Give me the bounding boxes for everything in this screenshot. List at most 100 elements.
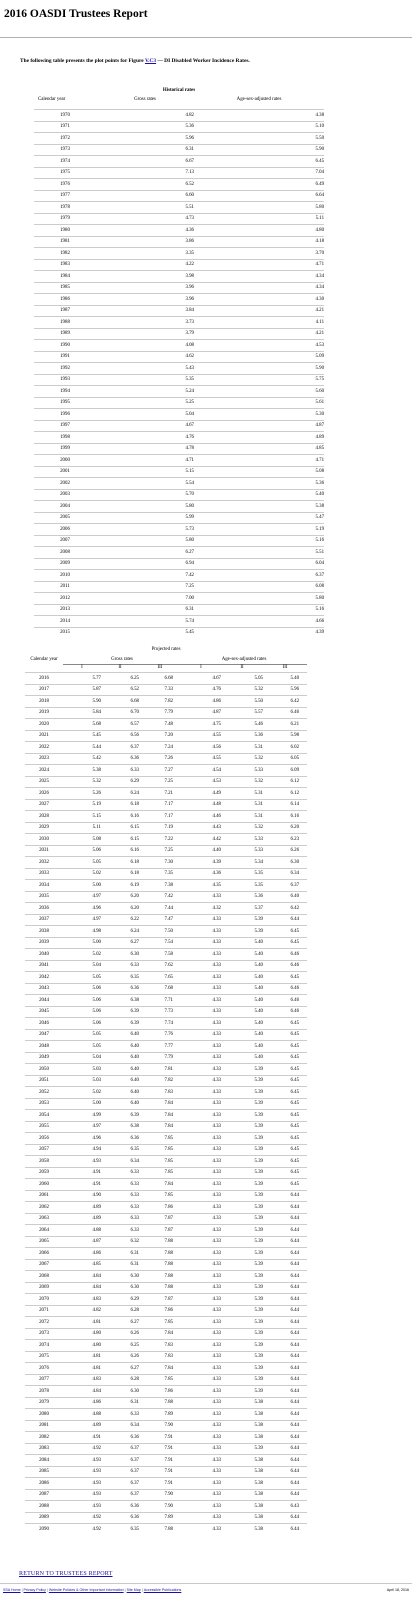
adjusted-i-cell: 4.33 [181,1063,221,1075]
table-row: 2068 4.84 6.30 7.88 4.33 5.39 6.44 [25,1270,308,1282]
year-cell: 2023 [25,752,63,765]
figure-link[interactable]: V.C3 [144,58,157,64]
adjusted-iii-cell: 6.44 [263,1431,308,1443]
adjusted-i-cell: 4.86 [181,695,221,707]
table-row: 1997 4.67 4.87 [34,419,325,432]
adjusted-iii-cell: 6.44 [263,1350,308,1363]
table-row: 1986 3.96 4.30 [34,293,325,305]
table-row: 2076 4.81 6.27 7.84 4.33 5.39 6.44 [25,1362,308,1374]
table-row: 1981 3.86 4.18 [34,235,325,248]
gross-i-cell: 5.05 [63,971,101,983]
footer-link[interactable]: Website Policies & Other Important Infor… [48,1588,124,1592]
year-cell: 2087 [25,1488,63,1501]
adjusted-i-cell: 4.33 [181,1511,221,1524]
table-row: 2045 5.06 6.39 7.73 4.33 5.40 6.46 [25,1005,308,1018]
adjusted-iii-cell: 6.45 [263,1155,308,1167]
adjusted-rate-cell: 5.09 [194,350,325,363]
adjusted-ii-cell: 5.40 [221,971,263,983]
adjusted-ii-cell: 5.40 [221,1005,263,1018]
table-row: 2062 4.89 6.33 7.86 4.33 5.39 6.44 [25,1201,308,1213]
gross-rate-cell: 5.04 [96,408,194,420]
adjusted-iii-cell: 6.44 [263,1465,308,1478]
year-cell: 2065 [25,1235,63,1248]
footer-link[interactable]: SSA Home [3,1588,21,1592]
footer-separator: | [21,1588,23,1592]
table-row: 2072 4.81 6.27 7.85 4.33 5.39 6.44 [25,1316,308,1328]
gross-ii-cell: 6.36 [101,1132,139,1144]
gross-ii-cell: 6.28 [101,1304,139,1317]
footer-link[interactable]: Privacy Policy [23,1588,46,1592]
year-cell: 2025 [25,775,63,788]
adjusted-ii-cell: 5.36 [221,729,263,742]
adjusted-ii-cell: 5.40 [221,936,263,949]
year-cell: 2011 [34,580,96,593]
table-row: 1980 4.36 4.80 [34,224,325,236]
adjusted-ii-cell: 5.39 [221,1063,263,1075]
table-row: 1976 6.52 6.49 [34,178,325,190]
gross-iii-cell: 7.84 [139,1362,181,1374]
year-cell: 2058 [25,1155,63,1167]
table-row: 2021 5.45 6.56 7.20 4.55 5.36 5.98 [25,729,308,742]
year-cell: 2035 [25,890,63,903]
gross-ii-cell: 6.24 [101,925,139,937]
adjusted-i-cell: 4.33 [181,1327,221,1340]
adjusted-iii-cell: 6.44 [263,1477,308,1489]
adjusted-rate-cell: 4.21 [194,304,325,317]
adjusted-i-cell: 4.33 [181,1040,221,1052]
gross-ii-cell: 6.16 [101,844,139,857]
adjusted-iii-cell: 6.45 [263,1143,308,1156]
gross-rate-cell: 7.13 [96,166,194,179]
year-cell: 2089 [25,1511,63,1524]
footer-separator: | [124,1588,126,1592]
gross-iii-cell: 7.89 [139,1511,181,1524]
footer-link[interactable]: Accessible Publications [143,1588,182,1592]
year-cell: 1979 [34,212,96,225]
adjusted-rate-cell: 4.21 [194,327,325,340]
adjusted-i-cell: 4.40 [181,844,221,857]
gross-i-cell: 4.98 [63,925,101,937]
adjusted-ii-cell: 5.38 [221,1408,263,1420]
gross-rate-cell: 4.71 [96,454,194,466]
gross-rate-cell: 5.54 [96,477,194,489]
table-row: 2037 4.97 6.22 7.47 4.33 5.39 6.44 [25,913,308,926]
gross-ii-cell: 6.37 [101,1454,139,1466]
adjusted-rate-cell: 4.87 [194,419,325,432]
gross-i-cell: 5.06 [63,994,101,1006]
gross-ii-cell: 6.33 [101,959,139,972]
gross-i-cell: 5.90 [63,695,101,707]
adjusted-i-cell: 4.33 [181,1270,221,1282]
gross-i-cell: 4.91 [63,1431,101,1443]
bottom-divider [0,1583,412,1584]
table-row: 2061 4.90 6.33 7.85 4.33 5.39 6.44 [25,1189,308,1202]
table-row: 2079 4.86 6.31 7.88 4.33 5.38 6.44 [25,1396,308,1409]
year-cell: 2059 [25,1166,63,1179]
gross-rate-cell: 5.45 [96,626,194,638]
adjusted-ii-cell: 5.33 [221,844,263,857]
gross-i-cell: 4.93 [63,1488,101,1501]
gross-iii-cell: 7.82 [139,695,181,707]
year-cell: 2032 [25,856,63,868]
gross-rate-cell: 5.15 [96,465,194,478]
return-to-report-link[interactable]: RETURN TO TRUSTEES REPORT [19,1571,113,1577]
gross-i-cell: 5.05 [63,1028,101,1041]
gross-i-cell: 5.02 [63,867,101,880]
table-row: 2031 5.06 6.16 7.25 4.40 5.33 6.26 [25,844,308,857]
gross-ii-cell: 6.32 [101,1235,139,1248]
gross-ii-cell: 6.18 [101,856,139,868]
gross-ii-cell: 6.68 [101,695,139,707]
gross-iii-cell: 7.85 [139,1132,181,1144]
table-row: 2008 6.27 5.51 [34,546,325,558]
year-cell: 2031 [25,844,63,857]
table-row: 2056 4.96 6.36 7.85 4.33 5.39 6.45 [25,1132,308,1144]
gross-i-cell: 4.92 [63,1511,101,1524]
adjusted-ii-cell: 5.39 [221,913,263,926]
gross-iii-cell: 7.88 [139,1523,181,1535]
table-row: 2071 4.82 6.28 7.86 4.33 5.39 6.44 [25,1304,308,1317]
gross-rate-cell: 6.60 [96,189,194,202]
adjusted-iii-cell: 6.45 [263,971,308,983]
adjusted-iii-cell: 6.46 [263,982,308,995]
table-row: 2020 5.68 6.57 7.48 4.75 5.46 6.21 [25,718,308,730]
footer-link[interactable]: Site Map [126,1588,141,1592]
year-cell: 1998 [34,431,96,443]
gross-rate-cell: 4.76 [96,431,194,443]
